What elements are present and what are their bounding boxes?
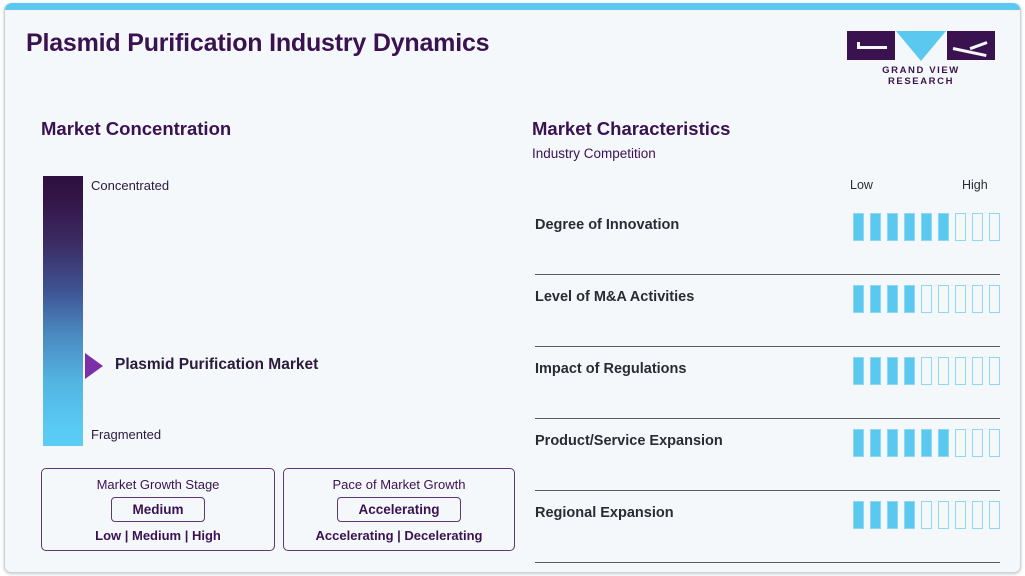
gauge-segment-filled — [870, 429, 881, 457]
gauge-segment-filled — [938, 213, 949, 241]
characteristic-row: Level of M&A Activities — [535, 275, 1000, 347]
row-divider — [535, 418, 1000, 419]
market-concentration-title: Market Concentration — [41, 118, 232, 139]
gauge-segment-empty — [972, 213, 983, 241]
gauge-segment-empty — [989, 501, 1000, 529]
gauge-segment-filled — [887, 285, 898, 313]
characteristic-gauge — [853, 429, 1000, 457]
characteristic-gauge — [853, 285, 1000, 313]
gauge-segment-filled — [887, 501, 898, 529]
brand-logo: GRAND VIEW RESEARCH — [847, 31, 995, 87]
scale-low-label: Low — [850, 178, 873, 192]
gauge-segment-filled — [904, 501, 915, 529]
gauge-segment-empty — [989, 357, 1000, 385]
growth-pace-options: Accelerating | Decelerating — [315, 528, 483, 543]
characteristic-label: Regional Expansion — [535, 505, 674, 521]
gauge-segment-empty — [972, 501, 983, 529]
characteristic-label: Impact of Regulations — [535, 361, 687, 377]
scale-high-label: High — [962, 178, 988, 192]
logo-marks — [847, 31, 995, 61]
gauge-segment-filled — [887, 213, 898, 241]
market-characteristics-title: Market Characteristics — [532, 118, 731, 139]
logo-wordmark: GRAND VIEW RESEARCH — [882, 65, 960, 87]
gauge-segment-empty — [938, 285, 949, 313]
growth-stage-title: Market Growth Stage — [96, 477, 220, 492]
characteristic-label: Degree of Innovation — [535, 217, 680, 233]
gauge-segment-filled — [921, 429, 932, 457]
gauge-segment-filled — [938, 429, 949, 457]
row-divider — [535, 274, 1000, 275]
gauge-segment-empty — [955, 501, 966, 529]
characteristic-row: Product/Service Expansion — [535, 419, 1000, 491]
top-accent-bar — [5, 3, 1020, 10]
market-growth-stage-card: Market Growth Stage Medium Low | Medium … — [41, 468, 275, 551]
gauge-segment-empty — [955, 357, 966, 385]
logo-triangle-icon — [896, 31, 946, 61]
report-card: Plasmid Purification Industry Dynamics G… — [4, 3, 1021, 573]
gauge-segment-filled — [853, 501, 864, 529]
gauge-segment-filled — [904, 429, 915, 457]
characteristic-row: Degree of Innovation — [535, 203, 1000, 275]
growth-pace-title: Pace of Market Growth — [332, 477, 466, 492]
gauge-segment-filled — [853, 213, 864, 241]
characteristic-label: Level of M&A Activities — [535, 289, 695, 305]
row-divider — [535, 346, 1000, 347]
characteristic-gauge — [853, 501, 1000, 529]
growth-stage-options: Low | Medium | High — [95, 528, 221, 543]
gauge-segment-empty — [938, 357, 949, 385]
market-position-marker-icon — [85, 353, 103, 379]
gauge-segment-empty — [921, 501, 932, 529]
market-position-label: Plasmid Purification Market — [115, 356, 319, 373]
market-characteristics-subtitle: Industry Competition — [532, 146, 656, 161]
growth-stage-value: Medium — [111, 497, 205, 522]
gauge-segment-filled — [853, 357, 864, 385]
gauge-segment-empty — [921, 285, 932, 313]
gauge-segment-filled — [887, 429, 898, 457]
concentration-bottom-label: Fragmented — [91, 427, 162, 442]
gauge-segment-filled — [870, 357, 881, 385]
gauge-segment-empty — [972, 285, 983, 313]
gauge-segment-empty — [972, 429, 983, 457]
gauge-segment-filled — [904, 285, 915, 313]
gauge-segment-empty — [989, 429, 1000, 457]
concentration-top-label: Concentrated — [91, 178, 170, 193]
gauge-segment-filled — [904, 357, 915, 385]
market-growth-pace-card: Pace of Market Growth Accelerating Accel… — [283, 468, 515, 551]
gauge-segment-filled — [870, 213, 881, 241]
characteristic-gauge — [853, 213, 1000, 241]
logo-bracket-icon — [847, 31, 895, 60]
row-divider — [535, 562, 1000, 563]
gauge-segment-empty — [989, 213, 1000, 241]
logo-arrow-icon — [947, 31, 995, 60]
characteristic-gauge — [853, 357, 1000, 385]
characteristic-label: Product/Service Expansion — [535, 433, 723, 449]
gauge-segment-empty — [972, 357, 983, 385]
gauge-segment-empty — [921, 357, 932, 385]
gauge-segment-filled — [870, 501, 881, 529]
characteristic-row: Regional Expansion — [535, 491, 1000, 563]
gauge-segment-filled — [853, 285, 864, 313]
gauge-segment-filled — [853, 429, 864, 457]
gauge-segment-filled — [887, 357, 898, 385]
gauge-segment-empty — [989, 285, 1000, 313]
gauge-segment-filled — [904, 213, 915, 241]
growth-pace-value: Accelerating — [337, 497, 461, 522]
gauge-segment-filled — [870, 285, 881, 313]
row-divider — [535, 490, 1000, 491]
gauge-segment-empty — [955, 213, 966, 241]
characteristic-row: Impact of Regulations — [535, 347, 1000, 419]
gauge-segment-empty — [938, 501, 949, 529]
concentration-gradient-bar — [43, 176, 83, 446]
gauge-segment-empty — [955, 285, 966, 313]
gauge-segment-empty — [955, 429, 966, 457]
gauge-segment-filled — [921, 213, 932, 241]
page-title: Plasmid Purification Industry Dynamics — [26, 29, 490, 57]
